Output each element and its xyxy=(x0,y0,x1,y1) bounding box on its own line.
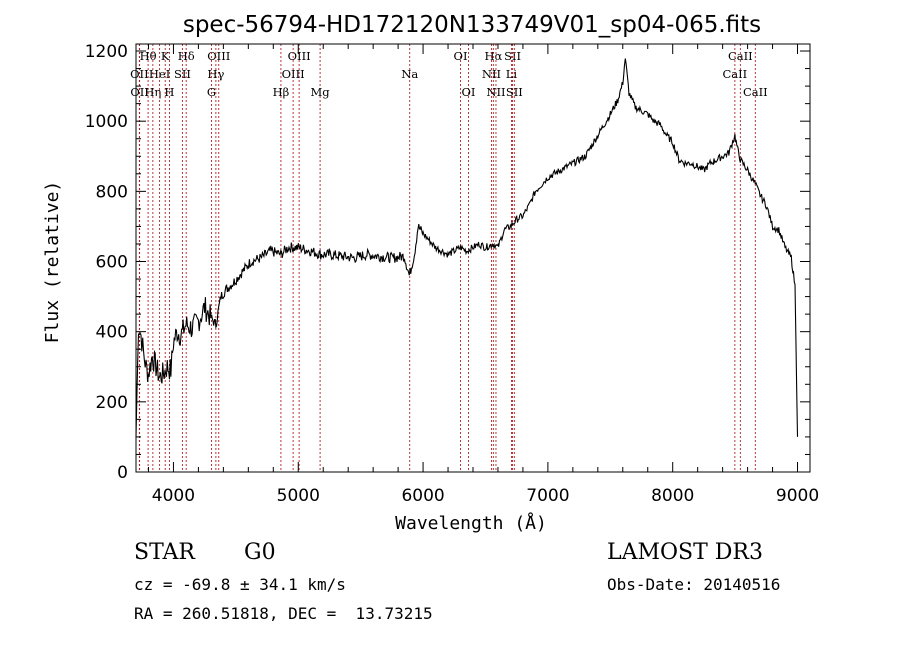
object-class: STAR xyxy=(134,540,195,565)
line-marker-label: Mg xyxy=(311,85,331,99)
y-tick-label: 0 xyxy=(117,463,128,483)
x-tick-label: 6000 xyxy=(401,486,444,506)
line-marker-label: CaII xyxy=(743,85,768,99)
line-marker-label: SII xyxy=(174,67,191,81)
line-marker-label: OIII xyxy=(282,67,305,81)
plot-frame xyxy=(135,43,811,473)
line-marker-label: Hδ xyxy=(178,49,195,63)
y-axis-label: Flux (relative) xyxy=(42,181,63,344)
line-marker-label: NII xyxy=(482,67,501,81)
y-tick-label: 1000 xyxy=(85,112,128,132)
line-marker-label: HeI xyxy=(149,67,170,81)
line-marker-label: OII xyxy=(130,85,149,99)
x-tick-label: 8000 xyxy=(651,486,694,506)
line-marker-label: H xyxy=(164,85,174,99)
spectrum-chart: spec-56794-HD172120N133749V01_sp04-065.f… xyxy=(42,12,819,534)
y-tick-label: 200 xyxy=(96,393,128,413)
spectral-subclass: G0 xyxy=(244,540,276,565)
y-tick-label: 400 xyxy=(96,323,128,343)
line-marker-label: K xyxy=(161,49,170,63)
x-axis: 4000 5000 6000 7000 8000 9000 xyxy=(147,44,819,506)
x-axis-label: Wavelength (Å) xyxy=(395,512,547,534)
y-tick-label: 600 xyxy=(96,253,128,273)
redshift-value: cz = -69.8 ± 34.1 km/s xyxy=(134,575,346,594)
line-marker-label: G xyxy=(207,85,216,99)
x-tick-label: 4000 xyxy=(152,486,195,506)
line-marker-label: OI xyxy=(454,49,468,63)
line-marker-label: OIII xyxy=(288,49,311,63)
line-marker-label: CaII xyxy=(722,67,747,81)
x-tick-label: 5000 xyxy=(277,486,320,506)
line-marker-label: Hα xyxy=(484,49,502,63)
line-marker-label: SII xyxy=(504,49,521,63)
y-tick-label: 1200 xyxy=(85,42,128,62)
line-marker-label: CaII xyxy=(728,49,753,63)
spectrum-line xyxy=(135,58,799,437)
y-tick-label: 800 xyxy=(96,182,128,202)
y-axis: 0 200 400 600 800 1000 1200 xyxy=(85,42,810,483)
line-marker-label: Hγ xyxy=(207,67,224,81)
coordinates: RA = 260.51818, DEC = 13.73215 xyxy=(134,604,433,623)
line-marker-label: OIII xyxy=(207,49,230,63)
observation-date: Obs-Date: 20140516 xyxy=(607,575,781,594)
x-tick-label: 7000 xyxy=(526,486,569,506)
line-marker-label: Li xyxy=(506,67,518,81)
chart-title: spec-56794-HD172120N133749V01_sp04-065.f… xyxy=(183,12,761,38)
line-marker-label: Hβ xyxy=(273,85,290,99)
line-marker-label: Hη xyxy=(144,85,161,99)
line-marker-label: Na xyxy=(401,67,418,81)
line-marker-label: NII xyxy=(486,85,505,99)
survey-name: LAMOST DR3 xyxy=(607,540,763,565)
x-tick-label: 9000 xyxy=(776,486,819,506)
line-marker-label: OI xyxy=(462,85,476,99)
line-marker-label: SII xyxy=(506,85,523,99)
